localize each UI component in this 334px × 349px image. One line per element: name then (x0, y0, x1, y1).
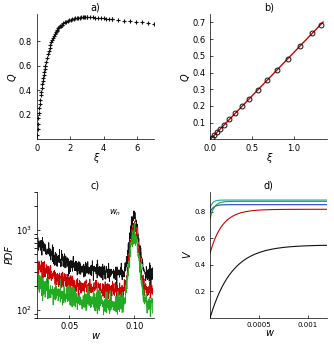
X-axis label: w: w (91, 332, 99, 341)
Text: c): c) (91, 181, 100, 191)
Y-axis label: PDF: PDF (4, 245, 14, 264)
X-axis label: w: w (265, 328, 273, 339)
Y-axis label: Q: Q (7, 73, 17, 81)
Y-axis label: V: V (183, 252, 193, 258)
Y-axis label: Q: Q (181, 73, 191, 81)
Text: d): d) (264, 181, 274, 191)
Text: b): b) (264, 3, 274, 13)
X-axis label: ξ: ξ (266, 153, 272, 163)
X-axis label: ξ: ξ (93, 153, 98, 163)
Text: a): a) (91, 3, 100, 13)
Text: $w_n$: $w_n$ (110, 208, 122, 218)
